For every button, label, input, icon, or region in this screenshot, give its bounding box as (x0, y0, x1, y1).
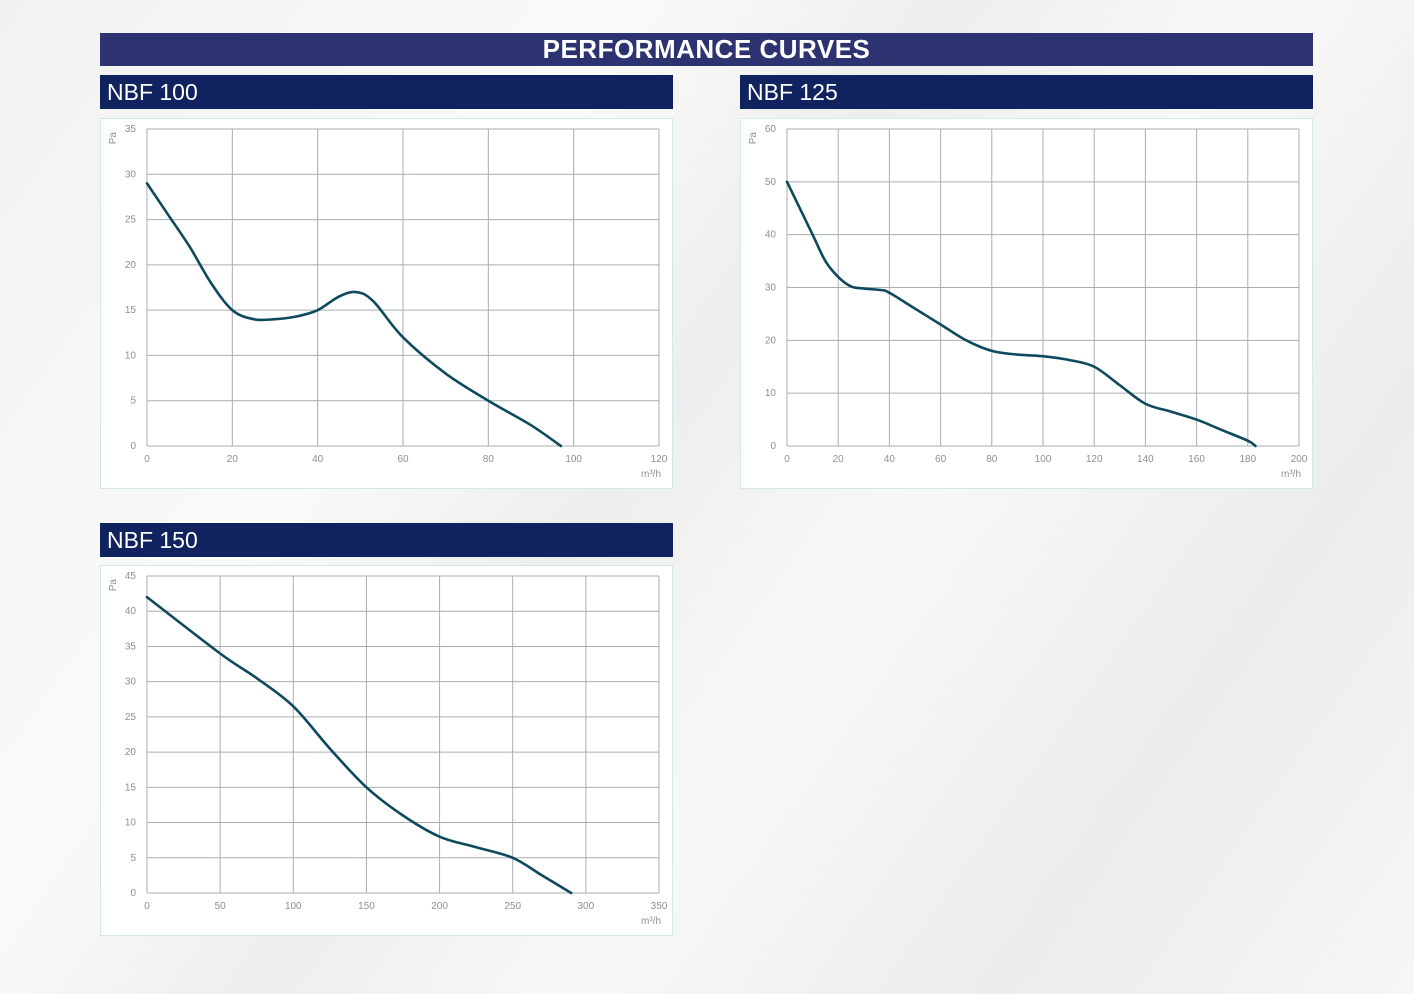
y-tick-label: 25 (125, 712, 137, 723)
x-tick-label: 100 (1035, 454, 1052, 465)
y-tick-label: 10 (125, 350, 137, 361)
chart-header-nbf-150: NBF 150 (100, 523, 673, 557)
x-tick-label: 120 (1086, 454, 1103, 465)
x-tick-label: 60 (935, 454, 947, 465)
x-tick-label: 200 (1291, 454, 1308, 465)
y-tick-label: 35 (125, 124, 137, 135)
y-axis-label: Pa (108, 132, 119, 145)
x-tick-label: 300 (578, 901, 595, 912)
x-axis-label: m³/h (641, 916, 661, 927)
x-axis-label: m³/h (1281, 469, 1301, 480)
y-tick-label: 45 (125, 571, 137, 582)
y-tick-label: 40 (125, 606, 137, 617)
x-tick-label: 80 (986, 454, 998, 465)
x-tick-label: 350 (651, 901, 668, 912)
x-axis-label: m³/h (641, 469, 661, 480)
y-tick-label: 60 (765, 124, 777, 135)
y-tick-label: 5 (130, 853, 136, 864)
x-tick-label: 160 (1188, 454, 1205, 465)
chart-panel-nbf-125: 0 10 20 30 40 50 60 0 20 40 60 80 100 120 140 160 180 200… (740, 118, 1313, 489)
x-tick-label: 50 (215, 901, 227, 912)
y-tick-label: 10 (765, 388, 777, 399)
x-tick-label: 180 (1239, 454, 1256, 465)
x-tick-label: 100 (285, 901, 302, 912)
x-tick-label: 0 (144, 454, 150, 465)
x-tick-label: 140 (1137, 454, 1154, 465)
performance-chart-nbf-125: 0 10 20 30 40 50 60 0 20 40 60 80 100 120 140 160 180 200… (748, 124, 1308, 480)
chart-header-nbf-125: NBF 125 (740, 75, 1313, 109)
y-tick-label: 50 (765, 177, 777, 188)
x-tick-label: 250 (504, 901, 521, 912)
y-tick-label: 30 (765, 283, 777, 294)
x-tick-label: 100 (565, 454, 582, 465)
y-tick-label: 15 (125, 782, 137, 793)
y-tick-label: 10 (125, 818, 137, 829)
page-title: PERFORMANCE CURVES (100, 33, 1313, 66)
y-tick-label: 20 (765, 335, 777, 346)
chart-panel-nbf-150: 0 5 10 15 20 25 30 35 40 45 0 50 100 150 200 250 300 350 P… (100, 565, 673, 936)
x-tick-label: 200 (431, 901, 448, 912)
performance-curve (785, 180, 1257, 448)
x-tick-label: 40 (884, 454, 896, 465)
chart-panel-nbf-100: 0 5 10 15 20 25 30 35 0 20 40 60 80 100 120 Pa m³/h (100, 118, 673, 489)
y-tick-label: 0 (130, 441, 136, 452)
y-axis-label: Pa (108, 579, 119, 592)
performance-curve (145, 182, 563, 448)
y-tick-label: 0 (770, 441, 776, 452)
performance-chart-nbf-100: 0 5 10 15 20 25 30 35 0 20 40 60 80 100 120 Pa m³/h (108, 124, 668, 480)
y-tick-label: 20 (125, 747, 137, 758)
x-tick-label: 0 (784, 454, 790, 465)
x-tick-label: 120 (651, 454, 668, 465)
y-tick-label: 30 (125, 677, 137, 688)
y-axis-label: Pa (748, 132, 759, 145)
x-tick-label: 80 (483, 454, 495, 465)
x-tick-label: 20 (227, 454, 239, 465)
y-tick-label: 30 (125, 169, 137, 180)
y-tick-label: 20 (125, 260, 137, 271)
y-tick-label: 35 (125, 641, 137, 652)
y-tick-label: 5 (130, 396, 136, 407)
x-tick-label: 60 (397, 454, 409, 465)
y-tick-label: 40 (765, 230, 777, 241)
y-tick-label: 25 (125, 215, 137, 226)
performance-chart-nbf-150: 0 5 10 15 20 25 30 35 40 45 0 50 100 150 200 250 300 350 P… (108, 571, 668, 927)
performance-curve (145, 595, 573, 895)
x-tick-label: 40 (312, 454, 324, 465)
y-tick-label: 15 (125, 305, 137, 316)
chart-header-nbf-100: NBF 100 (100, 75, 673, 109)
x-tick-label: 20 (833, 454, 845, 465)
y-tick-label: 0 (130, 888, 136, 899)
x-tick-label: 0 (144, 901, 150, 912)
x-tick-label: 150 (358, 901, 375, 912)
